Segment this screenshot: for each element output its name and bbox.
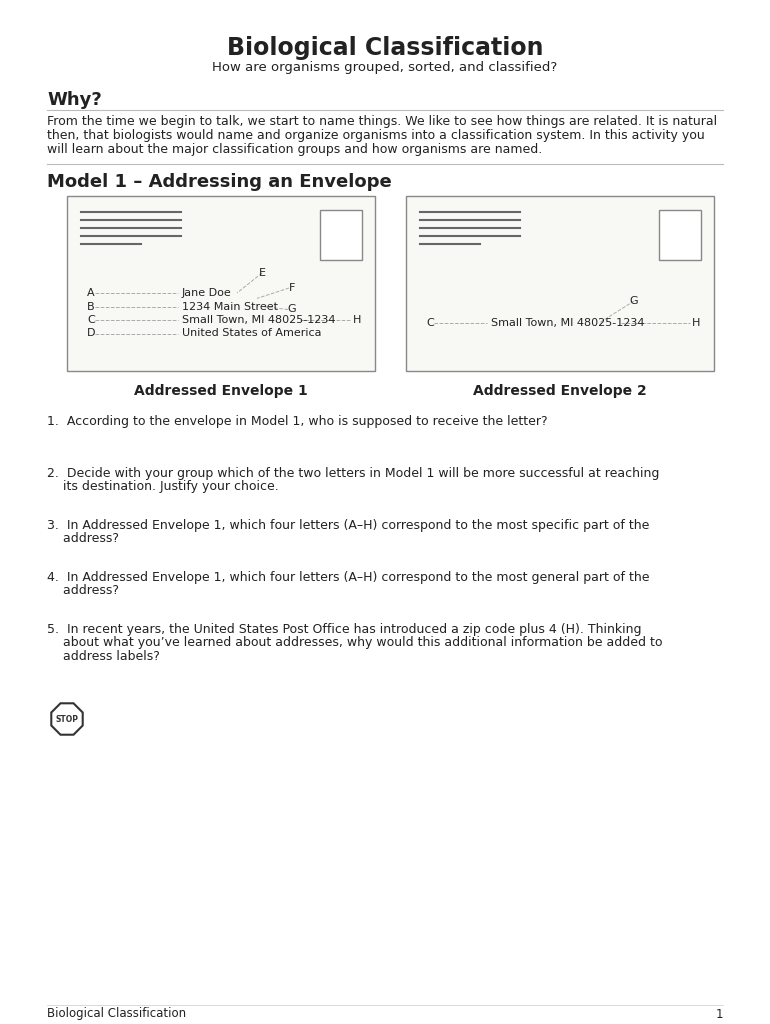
Text: Small Town, MI 48025-1234: Small Town, MI 48025-1234 (182, 315, 336, 325)
Text: STOP: STOP (55, 715, 79, 724)
Text: E: E (259, 268, 266, 278)
Text: will learn about the major classification groups and how organisms are named.: will learn about the major classificatio… (47, 142, 542, 156)
Text: Addressed Envelope 1: Addressed Envelope 1 (134, 384, 308, 398)
Text: Addressed Envelope 2: Addressed Envelope 2 (473, 384, 647, 398)
Polygon shape (52, 703, 82, 734)
Text: F: F (289, 283, 295, 293)
Text: Small Town, MI 48025-1234: Small Town, MI 48025-1234 (491, 318, 644, 328)
Text: about what you’ve learned about addresses, why would this additional information: about what you’ve learned about addresse… (47, 636, 662, 649)
Text: Jane Doe: Jane Doe (182, 288, 232, 298)
Bar (406, 196, 714, 371)
Text: Biological Classification: Biological Classification (226, 36, 544, 60)
Text: 1: 1 (715, 1008, 723, 1021)
Text: D: D (87, 329, 95, 339)
Text: United States of America: United States of America (182, 329, 322, 339)
Text: address?: address? (47, 584, 119, 597)
Text: Model 1 – Addressing an Envelope: Model 1 – Addressing an Envelope (47, 173, 392, 191)
Text: How are organisms grouped, sorted, and classified?: How are organisms grouped, sorted, and c… (213, 61, 557, 75)
Text: then, that biologists would name and organize organisms into a classification sy: then, that biologists would name and org… (47, 129, 705, 142)
Text: Why?: Why? (47, 91, 102, 109)
Bar (659, 210, 701, 260)
Text: address labels?: address labels? (47, 649, 160, 663)
Text: 5.  In recent years, the United States Post Office has introduced a zip code plu: 5. In recent years, the United States Po… (47, 623, 641, 636)
Text: G: G (288, 304, 296, 314)
Text: 1234 Main Street: 1234 Main Street (182, 301, 278, 311)
Text: A: A (87, 288, 95, 298)
Text: From the time we begin to talk, we start to name things. We like to see how thin: From the time we begin to talk, we start… (47, 116, 717, 128)
Text: H: H (353, 315, 361, 325)
Text: 4.  In Addressed Envelope 1, which four letters (A–H) correspond to the most gen: 4. In Addressed Envelope 1, which four l… (47, 570, 650, 584)
Text: 2.  Decide with your group which of the two letters in Model 1 will be more succ: 2. Decide with your group which of the t… (47, 467, 659, 479)
Text: G: G (630, 296, 638, 306)
Text: H: H (691, 318, 700, 328)
Text: 1.  According to the envelope in Model 1, who is supposed to receive the letter?: 1. According to the envelope in Model 1,… (47, 415, 547, 427)
Text: C: C (87, 315, 95, 325)
Bar (320, 210, 362, 260)
Text: C: C (426, 318, 434, 328)
Text: its destination. Justify your choice.: its destination. Justify your choice. (47, 480, 279, 493)
Text: address?: address? (47, 532, 119, 545)
Text: B: B (87, 301, 95, 311)
Text: 3.  In Addressed Envelope 1, which four letters (A–H) correspond to the most spe: 3. In Addressed Envelope 1, which four l… (47, 518, 649, 531)
Bar (67, 196, 375, 371)
Text: Biological Classification: Biological Classification (47, 1008, 186, 1021)
